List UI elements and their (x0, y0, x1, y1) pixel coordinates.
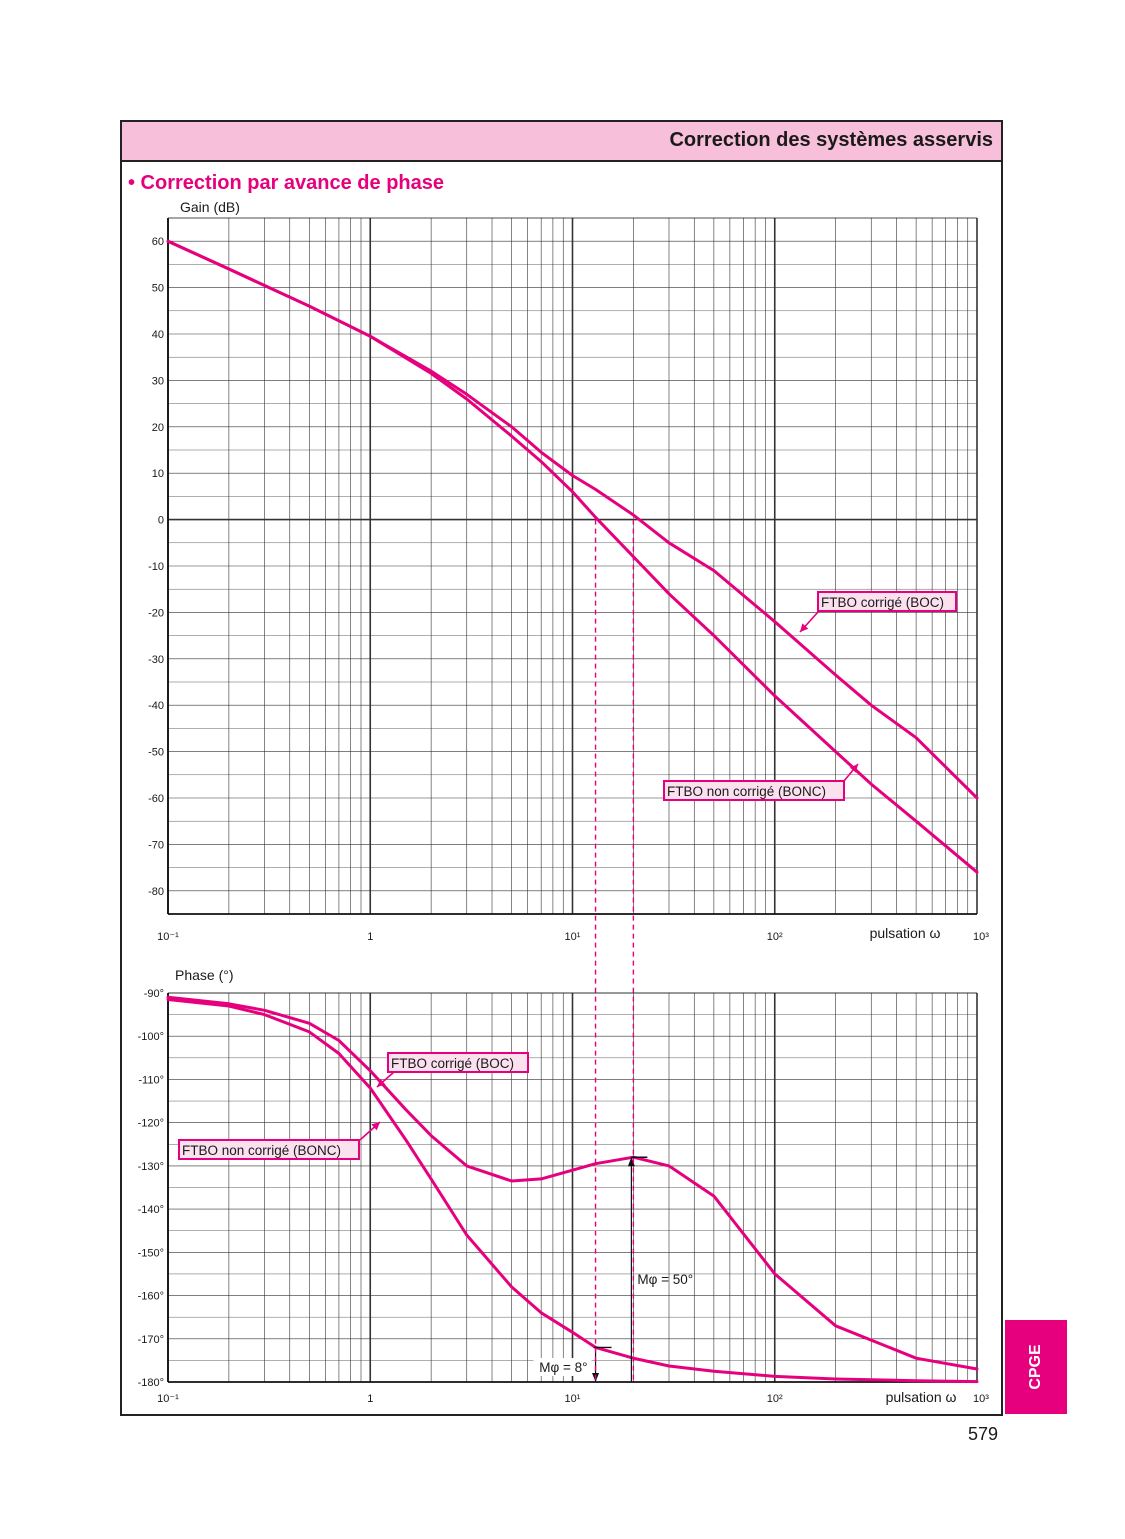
x-tick-label: 10³ (973, 1393, 989, 1405)
series-label: FTBO non corrigé (BONC) (667, 784, 826, 799)
y-tick-label: -70 (148, 839, 164, 851)
y-axis-label: Gain (dB) (180, 199, 240, 215)
header-title: Correction des systèmes asservis (669, 129, 993, 151)
series-label-box (178, 1139, 360, 1160)
series-line-boc (166, 995, 979, 1371)
series-label: FTBO corrigé (BOC) (821, 595, 944, 610)
y-tick-label: 10 (152, 468, 164, 480)
phase-margin-label-bonc: Mφ = 8° (539, 1360, 587, 1375)
series-label-box (817, 591, 957, 612)
y-tick-label: -60 (148, 793, 164, 805)
y-tick-label: -180° (138, 1377, 164, 1389)
x-tick-label: 10⁻¹ (157, 931, 179, 943)
y-tick-label: 20 (152, 422, 164, 434)
page-number: 579 (968, 1424, 999, 1444)
y-tick-label: 30 (152, 375, 164, 387)
crossover-lines (594, 519, 635, 1382)
y-axis-label: Phase (°) (175, 967, 234, 983)
y-tick-label: -160° (138, 1291, 164, 1303)
y-tick-label: -140° (138, 1204, 164, 1216)
page-frame: Correction des systèmes asservis • Corre… (120, 120, 1003, 1416)
series-label-box (387, 1052, 529, 1073)
y-tick-label: -120° (138, 1118, 164, 1130)
y-tick-label: -90° (144, 988, 164, 1000)
gain-plot: 60 50 40 30 20 10 0 -10 -20 -30 -40 -50 -60 -70 -80 10⁻… (148, 199, 989, 943)
label-arrow-head (800, 623, 809, 632)
label-arrow-head (371, 1122, 380, 1131)
x-tick-label: 10² (767, 931, 783, 943)
label-arrow-head (849, 764, 858, 773)
y-tick-label: -50 (148, 747, 164, 759)
x-tick-label: 10⁻¹ (157, 1393, 179, 1405)
y-tick-label: 0 (158, 515, 164, 527)
y-tick-label: -130° (138, 1161, 164, 1173)
y-tick-label: -30 (148, 654, 164, 666)
series-label: FTBO corrigé (BOC) (391, 1056, 514, 1071)
x-tick-label: 1 (367, 1393, 373, 1405)
side-tab-label: CPGE (1027, 1344, 1044, 1390)
y-tick-label: 40 (152, 329, 164, 341)
series-label-box (663, 780, 845, 801)
section-title: • Correction par avance de phase (128, 172, 445, 194)
phase-plot: -90° -100° -110° -120° -130° -140° -150° -160° -… (138, 967, 990, 1405)
margin-label-bg (533, 1358, 592, 1376)
x-tick-label: 10³ (973, 931, 989, 943)
margin-arrow-head (627, 1157, 635, 1167)
y-tick-label: -40 (148, 700, 164, 712)
y-tick-label: -110° (138, 1074, 164, 1086)
y-tick-label: -170° (138, 1334, 164, 1346)
y-tick-label: -80 (148, 886, 164, 898)
x-axis-label: pulsation ω (870, 925, 941, 941)
y-tick-label: 50 (152, 283, 164, 295)
y-tick-label: -150° (138, 1247, 164, 1259)
y-tick-label: -20 (148, 607, 164, 619)
x-axis-label: pulsation ω (886, 1389, 957, 1405)
page-header: Correction des systèmes asservis (122, 122, 1001, 162)
series-line-boc (166, 239, 979, 800)
side-tab: CPGE (1005, 1320, 1067, 1414)
y-tick-label: -10 (148, 561, 164, 573)
x-tick-label: 10² (767, 1393, 783, 1405)
series-label: FTBO non corrigé (BONC) (182, 1143, 341, 1158)
y-tick-label: -100° (138, 1031, 164, 1043)
x-tick-label: 10¹ (565, 931, 581, 943)
x-tick-label: 1 (367, 931, 373, 943)
label-arrow-head (377, 1078, 386, 1087)
x-tick-label: 10¹ (565, 1393, 581, 1405)
phase-margin-label-boc: Mφ = 50° (637, 1272, 693, 1287)
y-tick-label: 60 (152, 236, 164, 248)
series-line-bonc (166, 998, 979, 1384)
